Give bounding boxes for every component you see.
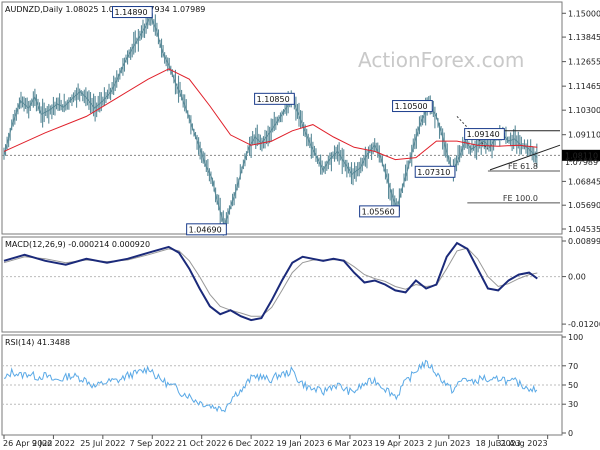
annotation-box-0 (112, 6, 153, 19)
price-header: AUDNZD,Daily 1.08025 1.08138 1.07934 1.0… (5, 5, 205, 14)
x-tick-label-6: 19 Jan 2023 (277, 439, 325, 448)
last-price-label: 1.08110 (565, 151, 598, 160)
x-tick-label-10: 18 Jul 2023 (476, 439, 521, 448)
price-tick-label-5: 1.09110 (568, 131, 600, 140)
price-plot: FE 61.8 FE 100.0 1.14890 1.10850 1.10500 1.09… (3, 6, 561, 236)
annotation-box-5 (359, 205, 400, 218)
annotation-label-5: 1.05560 (362, 207, 395, 216)
price-panel-frame (1, 1, 563, 235)
price-tick-label-4: 1.10300 (568, 106, 600, 115)
annotation-label-4: 1.07310 (417, 168, 450, 177)
annotation-box-1 (254, 92, 295, 105)
watermark: ActionForex.com (358, 48, 524, 72)
annotation-label-2: 1.10500 (395, 102, 428, 111)
macd-tick-label-0: 0.008994 (568, 237, 600, 246)
hidden-price-label: 1.07989 (565, 158, 598, 167)
annotation-label-0: 1.14890 (115, 8, 148, 17)
rsi-tick-label-2: 50 (568, 381, 578, 390)
rsi-tick-label-0: 100 (568, 333, 583, 342)
annotation-box-4 (414, 165, 456, 178)
x-tick-label-4: 21 Oct 2022 (177, 439, 226, 448)
annotation-box-2 (392, 100, 433, 113)
rsi-plot: 100 70 50 30 0 (2, 333, 583, 438)
x-tick-label-1: 9 Jun 2022 (32, 439, 75, 448)
price-tick-label-1: 1.13845 (568, 33, 600, 42)
projection-line (456, 116, 489, 150)
last-price-tag (562, 149, 600, 161)
price-tick-label-9: 1.04535 (568, 225, 600, 234)
macd-tick-label-1: 0.00 (568, 273, 586, 282)
price-bars (3, 7, 538, 236)
x-tick-label-8: 19 Apr 2023 (375, 439, 424, 448)
macd-signal-line (3, 247, 538, 317)
rsi-tick-label-4: 0 (568, 429, 573, 438)
fe-label-0: FE 61.8 (508, 162, 538, 171)
macd-tick-label-2: -0.012008 (568, 320, 600, 329)
price-tick-label-3: 1.11465 (568, 82, 600, 91)
price-tick-label-7: 1.06845 (568, 177, 600, 186)
annotation-label-6: 1.04690 (189, 225, 222, 234)
rsi-tick-label-1: 70 (568, 362, 578, 371)
x-tick-label-11: 31 Aug 2023 (496, 439, 547, 448)
price-tick-label-2: 1.12655 (568, 58, 600, 67)
x-tick-label-3: 7 Sep 2022 (129, 439, 175, 448)
price-y-axis: 1.15000 1.13845 1.12655 1.11465 1.10300 1.091… (562, 9, 600, 234)
macd-line (3, 241, 538, 322)
annotation-box-6 (186, 223, 227, 236)
x-tick-label-7: 6 Mar 2023 (327, 439, 373, 448)
channel-lower-line (489, 144, 561, 171)
annotation-label-3: 1.09140 (467, 130, 500, 139)
rsi-tick-label-3: 30 (568, 400, 578, 409)
x-tick-label-0: 26 Apr 2022 (3, 439, 52, 448)
annotation-box-3 (464, 128, 505, 141)
rsi-header: RSI(14) 41.3488 (5, 338, 70, 347)
macd-panel-frame (1, 236, 563, 333)
moving-average-line (3, 68, 538, 161)
macd-plot: 0.008994 0.00 -0.012008 (2, 237, 600, 329)
rsi-line (3, 359, 538, 413)
x-tick-label-5: 6 Dec 2022 (228, 439, 274, 448)
annotation-label-1: 1.10850 (257, 95, 290, 104)
price-tick-label-0: 1.15000 (568, 9, 600, 18)
fe-label-1: FE 100.0 (503, 194, 538, 203)
x-tick-label-9: 2 Jun 2023 (427, 439, 470, 448)
x-tick-label-2: 25 Jul 2022 (80, 439, 125, 448)
macd-header: MACD(12,26,9) -0.000214 0.000920 (5, 240, 150, 249)
price-tick-label-8: 1.05690 (568, 201, 600, 210)
